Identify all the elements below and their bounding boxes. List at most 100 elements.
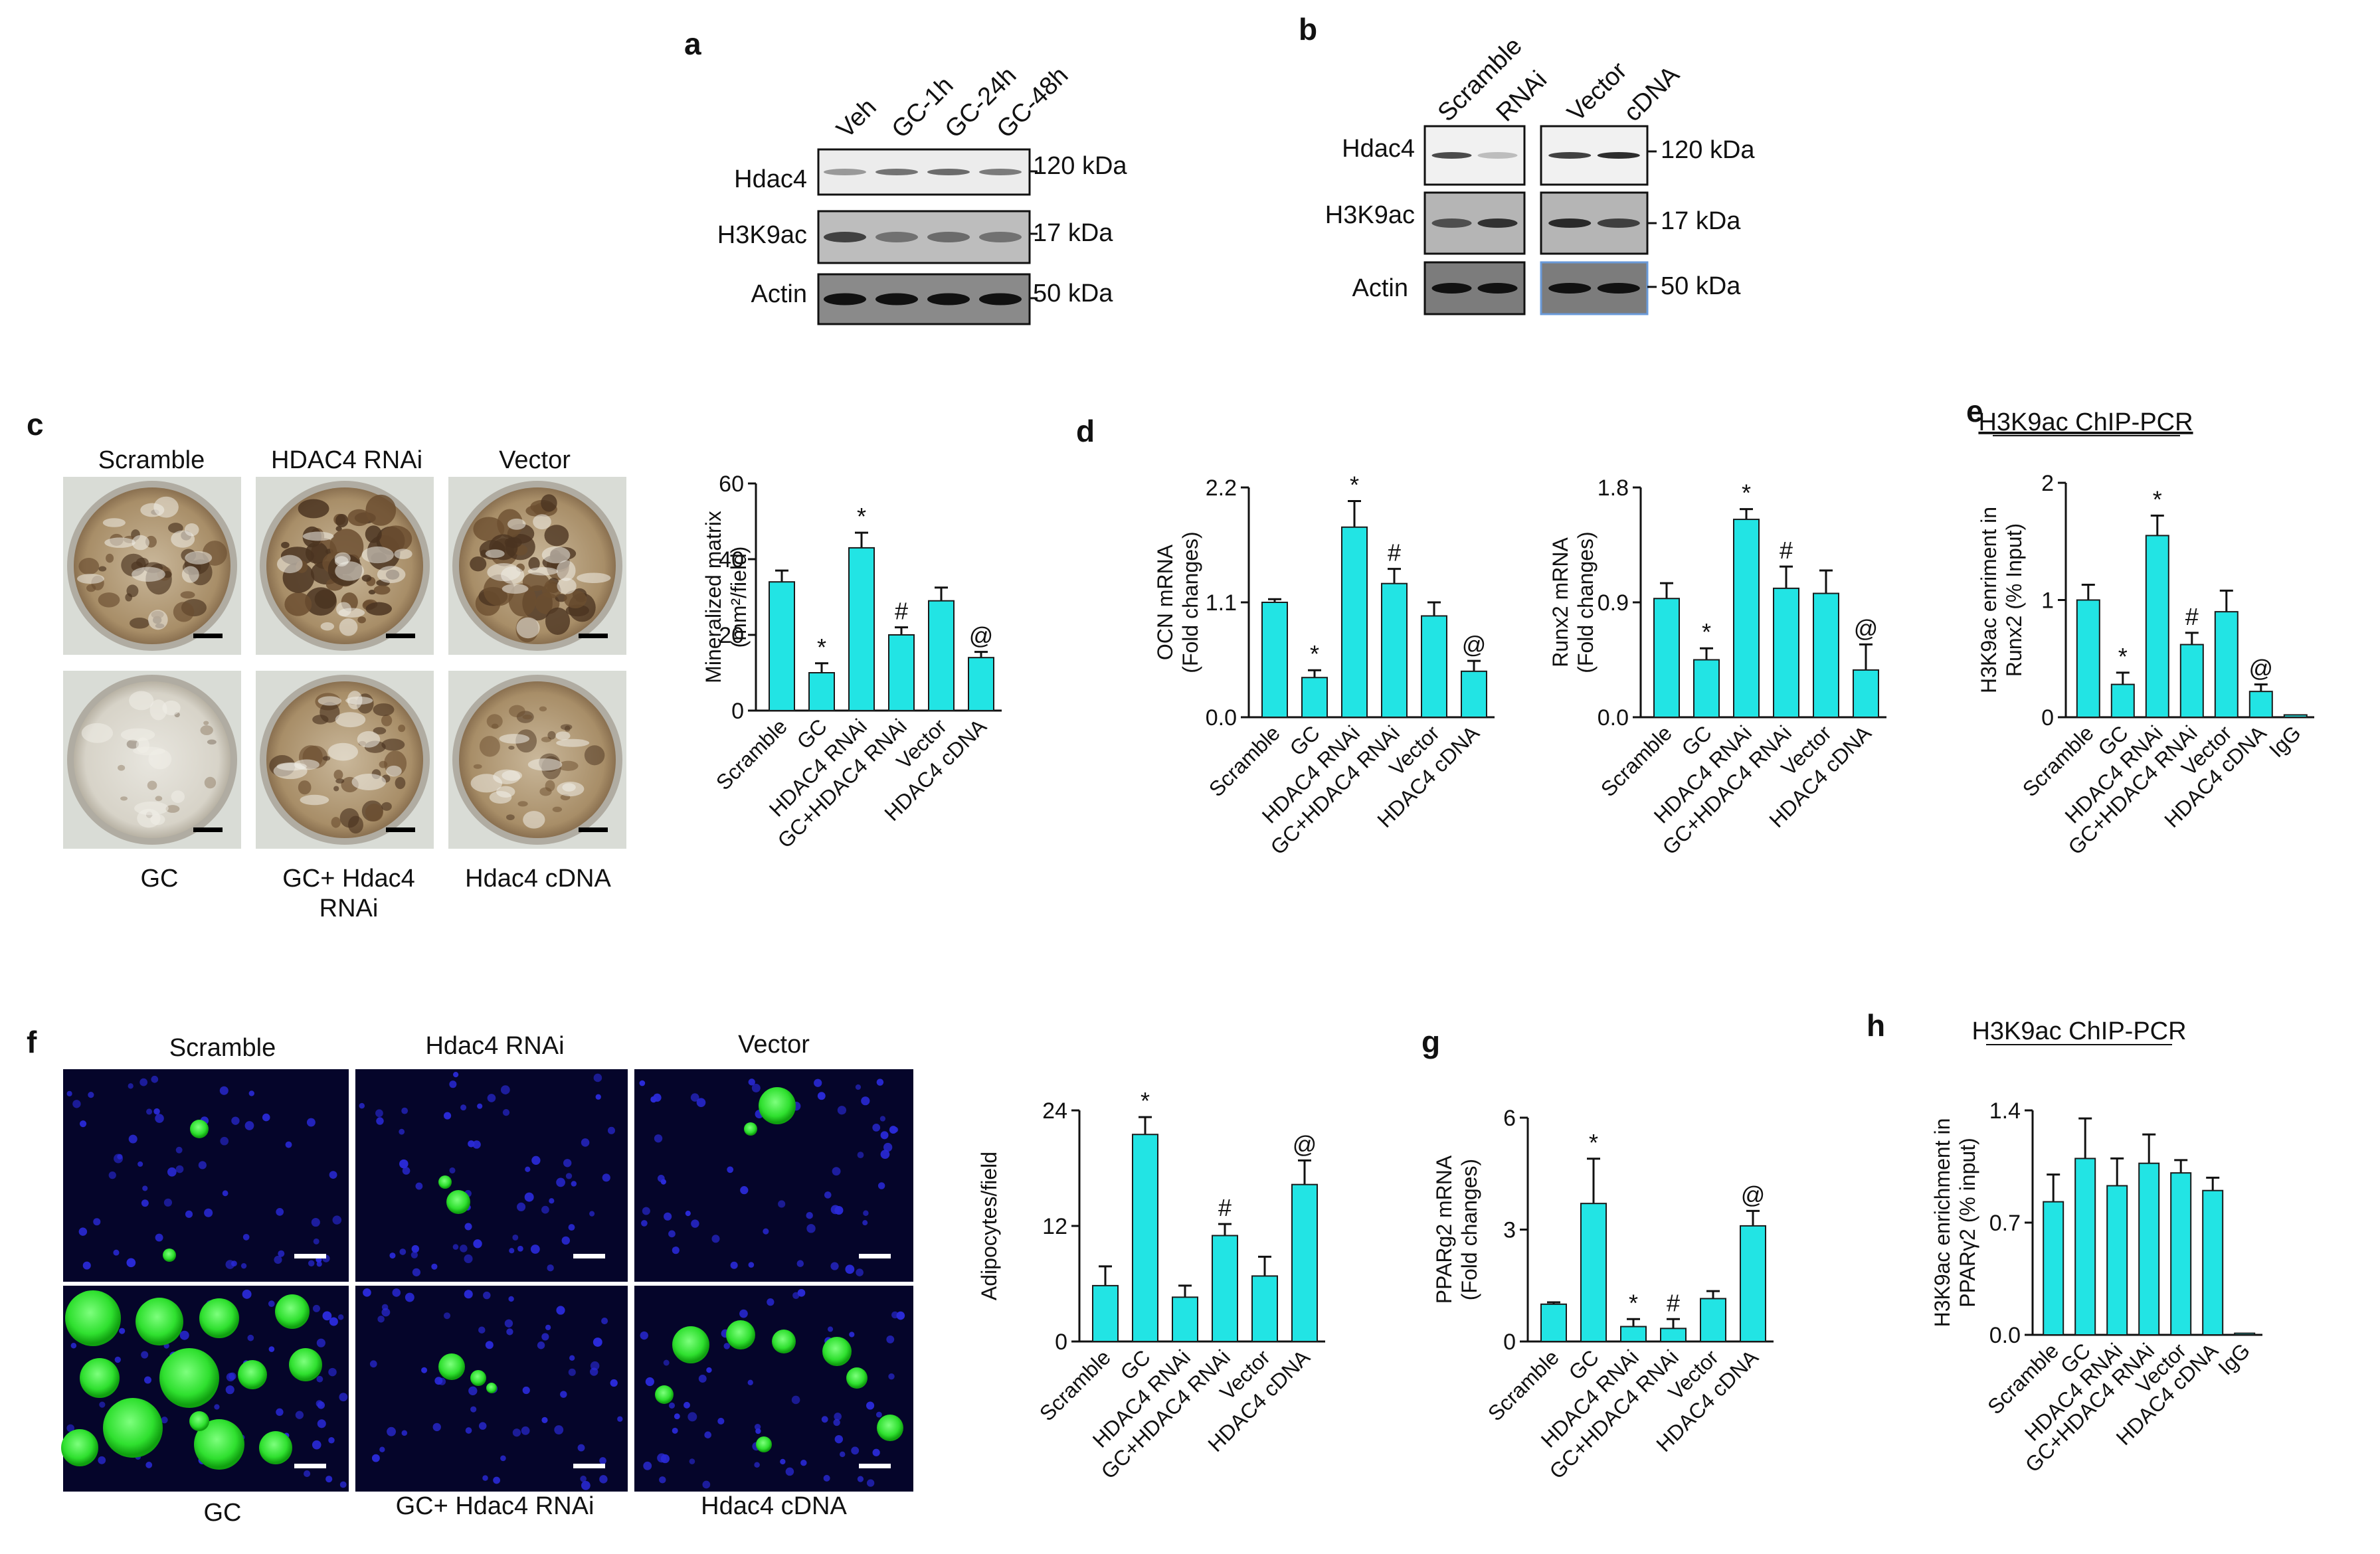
- mineral-nodule: [473, 517, 505, 542]
- nucleus-dot: [114, 1356, 121, 1363]
- nucleus-dot: [607, 1126, 616, 1134]
- clear-patch: [485, 549, 505, 559]
- significance-mark: *: [857, 503, 866, 530]
- chart-h: 0.0 0.7 1.4 H3K9ac enrichment in PPARγ2 (% i…: [1930, 1098, 2262, 1477]
- nucleus-dot: [268, 1300, 275, 1308]
- nucleus-dot: [242, 1233, 250, 1241]
- bar: [888, 634, 915, 711]
- y-axis-label: Adipocytes/field: [977, 1152, 1001, 1300]
- mineral-nodule: [365, 494, 397, 526]
- bar: [1132, 1134, 1158, 1342]
- lipid-droplet: [103, 1398, 163, 1458]
- nucleus-dot: [472, 1140, 481, 1149]
- significance-mark: *: [2153, 485, 2162, 513]
- bar: [1291, 1183, 1318, 1343]
- mineral-nodule: [312, 715, 329, 725]
- nucleus-dot: [660, 1179, 666, 1185]
- bar: [1381, 582, 1408, 719]
- bar: [1421, 615, 1447, 718]
- nucleus-dot: [146, 1108, 153, 1115]
- nucleus-dot: [431, 1263, 438, 1270]
- nucleus-dot: [460, 1104, 467, 1111]
- panel-f-images: Scramble Hdac4 RNAi Vector GC GC+ Hdac4 …: [61, 1031, 913, 1527]
- bar: [1660, 1328, 1687, 1343]
- panel-e-label: e: [1966, 394, 1983, 428]
- mineral-nodule: [544, 580, 558, 593]
- nucleus-dot: [242, 1289, 252, 1299]
- nucleus-dot: [139, 1078, 148, 1086]
- nucleus-dot: [747, 1379, 753, 1385]
- mineral-nodule: [168, 523, 183, 533]
- nucleus-dot: [595, 1094, 601, 1100]
- nucleus-dot: [684, 1401, 690, 1409]
- mineral-nodule: [126, 739, 139, 749]
- nucleus-dot: [599, 1475, 608, 1484]
- clear-patch: [132, 535, 149, 551]
- significance-mark: *: [1310, 640, 1319, 667]
- nucleus-dot: [198, 1161, 207, 1169]
- y-tick-label: 0.0: [1598, 705, 1629, 731]
- nucleus-dot: [821, 1416, 828, 1423]
- y-axis-label: PPARg2 mRNA: [1432, 1155, 1456, 1304]
- y-tick-label: 40: [719, 547, 744, 572]
- clear-patch: [336, 602, 352, 617]
- nucleus-dot: [748, 1262, 755, 1268]
- nucleus-dot: [402, 1167, 411, 1175]
- nucleus-dot: [522, 1386, 530, 1395]
- nucleus-dot: [276, 1208, 284, 1216]
- nucleus-dot: [322, 1311, 332, 1321]
- blot-a-row-label: H3K9ac: [717, 221, 807, 249]
- mineral-nodule: [398, 725, 406, 733]
- nucleus-dot: [88, 1091, 94, 1098]
- blot-a-row-label: Hdac4: [734, 165, 807, 193]
- nucleus-dot: [698, 1375, 707, 1383]
- blot-a-lane-labels: Veh GC-1h GC-24h GC-48h: [832, 62, 1074, 144]
- bar: [968, 657, 994, 712]
- lipid-droplet: [238, 1360, 267, 1389]
- chart-c: 0 20 40 60 Mineralized matrix (mm²/field) Scra…: [701, 472, 1002, 853]
- nucleus-dot: [796, 1260, 804, 1267]
- nucleus-dot: [473, 1239, 482, 1249]
- nucleus-dot: [690, 1093, 699, 1102]
- mineral-nodule: [348, 816, 363, 834]
- nucleus-dot: [443, 1312, 451, 1320]
- significance-mark: @: [1293, 1130, 1317, 1158]
- nucleus-dot: [421, 1367, 428, 1373]
- lipid-droplet: [655, 1385, 674, 1404]
- nucleus-dot: [185, 1210, 193, 1218]
- significance-mark: *: [1742, 479, 1751, 507]
- nucleus-dot: [554, 1425, 564, 1434]
- fluor-tile: [63, 1069, 349, 1282]
- nucleus-dot: [525, 1166, 531, 1172]
- blot-band: [927, 232, 970, 242]
- nucleus-dot: [329, 1317, 338, 1326]
- nucleus-dot: [672, 1247, 680, 1254]
- nucleus-dot: [399, 1159, 409, 1169]
- bar: [808, 672, 835, 711]
- dish-label: Vector: [499, 446, 571, 474]
- mineral-nodule: [379, 760, 388, 768]
- nucleus-dot: [863, 1210, 869, 1216]
- significance-mark: @: [1741, 1181, 1766, 1208]
- y-tick-label: 0.0: [1989, 1323, 2021, 1348]
- lipid-droplet: [486, 1383, 497, 1393]
- nucleus-dot: [797, 1288, 806, 1297]
- nucleus-dot: [113, 1249, 120, 1256]
- lipid-droplet: [136, 1298, 183, 1345]
- nucleus-dot: [308, 1260, 315, 1267]
- mineral-nodule: [180, 591, 195, 599]
- nucleus-dot: [563, 1159, 572, 1167]
- y-tick-label: 1.8: [1598, 475, 1629, 501]
- blot-band: [1548, 152, 1592, 159]
- nucleus-dot: [443, 1112, 452, 1120]
- nucleus-dot: [119, 1328, 126, 1334]
- blot-band: [1597, 218, 1640, 228]
- y-tick-label: 6: [1503, 1106, 1516, 1131]
- nucleus-dot: [891, 1311, 899, 1319]
- x-category-label: Scramble: [711, 714, 792, 794]
- nucleus-dot: [167, 1167, 177, 1177]
- mineral-nodule: [333, 769, 343, 780]
